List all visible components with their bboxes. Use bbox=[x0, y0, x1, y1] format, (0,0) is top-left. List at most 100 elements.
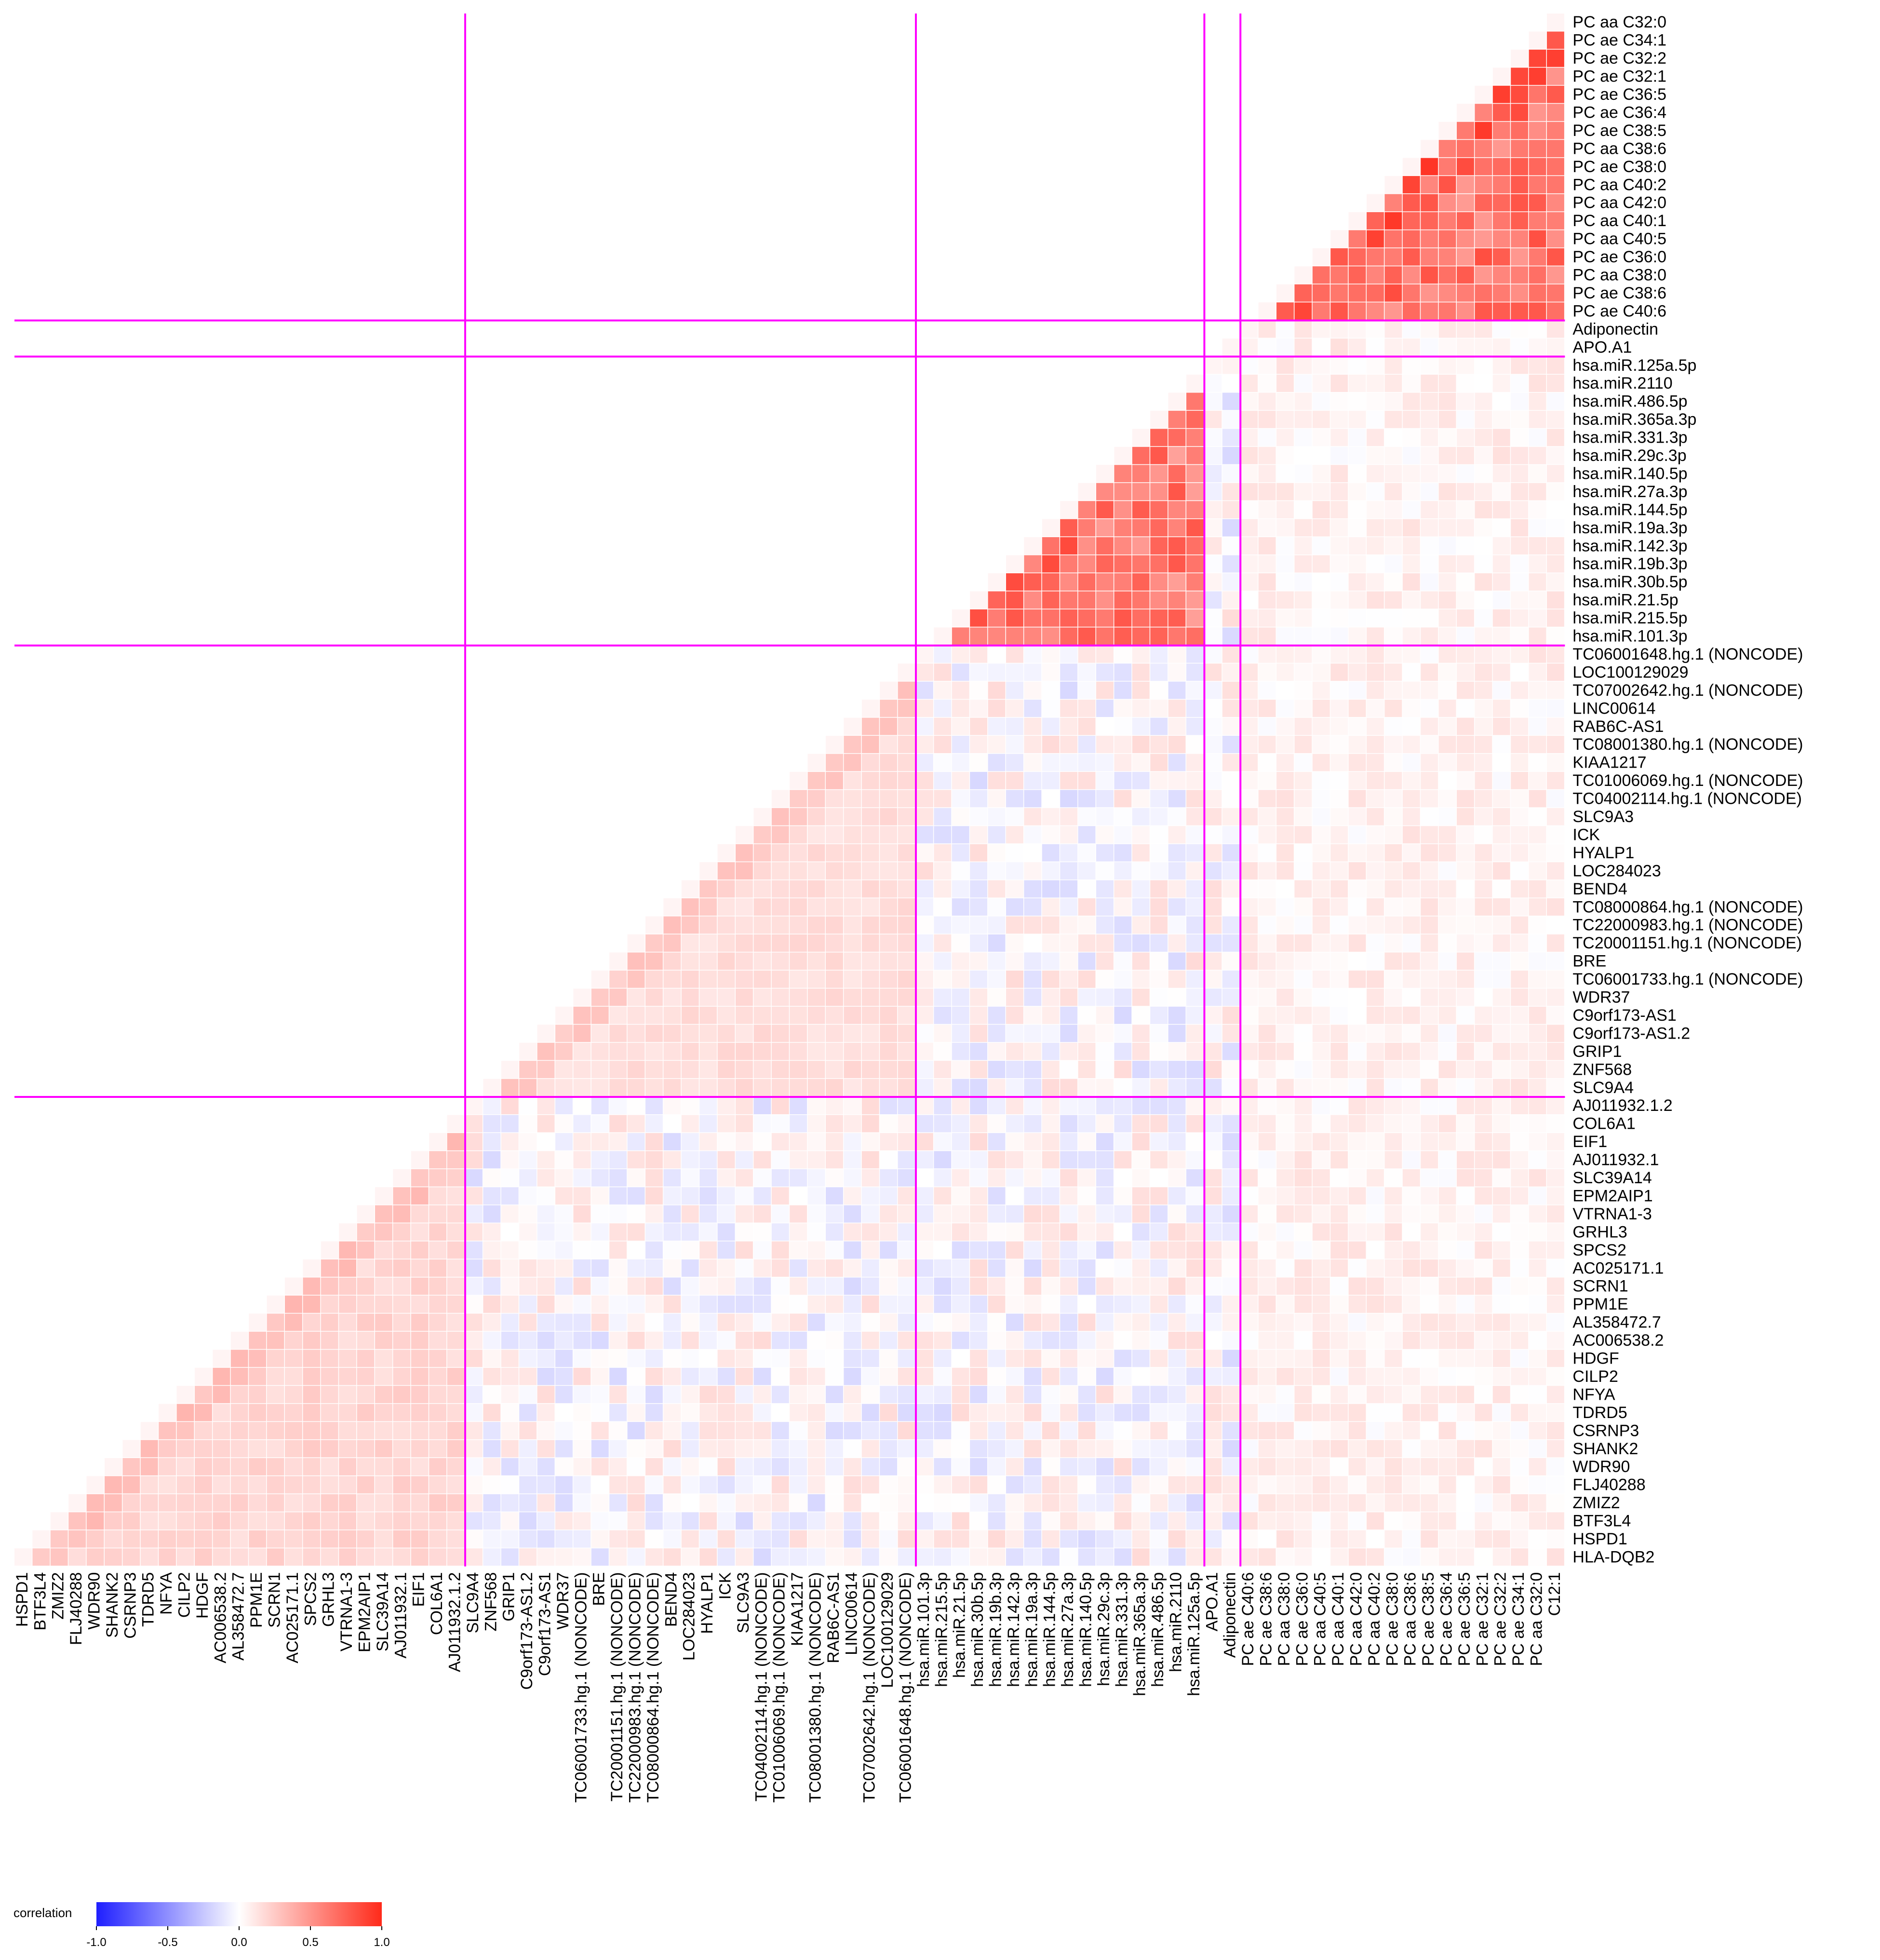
column-label: TC22000983.hg.1 (NONCODE) bbox=[626, 1572, 645, 1803]
heatmap-cell bbox=[1294, 338, 1312, 356]
heatmap-cell bbox=[1150, 1404, 1168, 1421]
heatmap-cell bbox=[1511, 104, 1529, 122]
heatmap-cell bbox=[1222, 1187, 1240, 1205]
heatmap-cell bbox=[1457, 446, 1474, 464]
heatmap-cell bbox=[717, 880, 735, 898]
heatmap-cell bbox=[1384, 880, 1402, 898]
heatmap-cell bbox=[1258, 1223, 1276, 1241]
heatmap-cell bbox=[555, 1277, 573, 1295]
heatmap-cell bbox=[411, 1313, 429, 1331]
heatmap-cell bbox=[916, 1223, 933, 1241]
heatmap-cell bbox=[1402, 1313, 1420, 1331]
heatmap-cell bbox=[1078, 1494, 1096, 1512]
heatmap-cell bbox=[1204, 465, 1222, 483]
heatmap-cell bbox=[1078, 1386, 1096, 1404]
heatmap-cell bbox=[303, 1367, 321, 1385]
heatmap-cell bbox=[681, 1097, 699, 1114]
heatmap-cell bbox=[1438, 1205, 1456, 1223]
heatmap-cell bbox=[898, 717, 915, 735]
heatmap-cell bbox=[1529, 573, 1546, 591]
heatmap-cell bbox=[1150, 537, 1168, 554]
heatmap-cell bbox=[1204, 429, 1222, 446]
heatmap-cell bbox=[1222, 808, 1240, 825]
heatmap-cell bbox=[501, 1295, 519, 1313]
heatmap-cell bbox=[1060, 952, 1078, 970]
heatmap-cell bbox=[122, 1440, 140, 1458]
heatmap-cell bbox=[357, 1530, 375, 1548]
heatmap-cell bbox=[1006, 1313, 1023, 1331]
heatmap-cell bbox=[1150, 681, 1168, 699]
heatmap-cell bbox=[1204, 826, 1222, 844]
heatmap-cell bbox=[699, 1079, 717, 1096]
heatmap-cell bbox=[1276, 392, 1294, 410]
heatmap-cell bbox=[627, 952, 645, 970]
heatmap-cell bbox=[645, 1313, 663, 1331]
heatmap-cell bbox=[807, 1458, 825, 1475]
heatmap-cell bbox=[1114, 898, 1132, 916]
heatmap-cell bbox=[1096, 1404, 1114, 1421]
row-label: hsa.miR.144.5p bbox=[1572, 500, 1687, 519]
heatmap-cell bbox=[1204, 501, 1222, 519]
heatmap-cell bbox=[1294, 537, 1312, 554]
heatmap-cell bbox=[1384, 176, 1402, 193]
heatmap-cell bbox=[1492, 1061, 1510, 1079]
column-label: FLJ40288 bbox=[67, 1572, 85, 1645]
heatmap-cell bbox=[339, 1295, 357, 1313]
heatmap-cell bbox=[627, 1458, 645, 1475]
heatmap-cell bbox=[1078, 1025, 1096, 1042]
heatmap-cell bbox=[1475, 1006, 1492, 1024]
heatmap-cell bbox=[1294, 790, 1312, 808]
row-label: HYALP1 bbox=[1572, 844, 1634, 862]
heatmap-cell bbox=[519, 1042, 537, 1060]
heatmap-cell bbox=[230, 1440, 248, 1458]
heatmap-cell bbox=[1475, 663, 1492, 681]
heatmap-cell bbox=[1042, 1061, 1060, 1079]
heatmap-cell bbox=[627, 1259, 645, 1277]
heatmap-cell bbox=[1529, 898, 1546, 916]
column-label: PC aa C38:0 bbox=[1275, 1572, 1293, 1666]
heatmap-cell bbox=[1168, 1367, 1186, 1385]
heatmap-cell bbox=[1168, 1548, 1186, 1566]
heatmap-cell bbox=[393, 1512, 411, 1530]
heatmap-cell bbox=[429, 1331, 447, 1349]
heatmap-cell bbox=[952, 1042, 969, 1060]
heatmap-cell bbox=[429, 1404, 447, 1421]
heatmap-cell bbox=[1384, 1259, 1402, 1277]
heatmap-cell bbox=[1258, 465, 1276, 483]
heatmap-cell bbox=[1547, 320, 1564, 338]
heatmap-cell bbox=[1042, 790, 1060, 808]
heatmap-cell bbox=[1150, 1097, 1168, 1114]
column-label: PC ae C38:0 bbox=[1383, 1572, 1401, 1666]
heatmap-cell bbox=[1006, 1205, 1023, 1223]
row-label: BRE bbox=[1572, 952, 1606, 971]
heatmap-cell bbox=[1024, 591, 1042, 609]
heatmap-cell bbox=[519, 1404, 537, 1421]
heatmap-cell bbox=[1511, 681, 1529, 699]
heatmap-cell bbox=[1096, 1259, 1114, 1277]
heatmap-cell bbox=[1150, 700, 1168, 717]
heatmap-cell bbox=[1006, 1331, 1023, 1349]
heatmap-cell bbox=[537, 1548, 555, 1566]
heatmap-cell bbox=[861, 826, 879, 844]
heatmap-cell bbox=[1060, 771, 1078, 789]
heatmap-cell bbox=[465, 1512, 483, 1530]
heatmap-cell bbox=[1529, 537, 1546, 554]
heatmap-cell bbox=[1258, 1350, 1276, 1367]
heatmap-cell bbox=[1168, 862, 1186, 880]
heatmap-cell bbox=[1294, 266, 1312, 284]
heatmap-cell bbox=[1457, 1350, 1474, 1367]
heatmap-cell bbox=[303, 1386, 321, 1404]
heatmap-cell bbox=[1438, 338, 1456, 356]
heatmap-cell bbox=[1186, 1313, 1204, 1331]
heatmap-cell bbox=[375, 1205, 392, 1223]
heatmap-cell bbox=[988, 1331, 1006, 1349]
heatmap-cell bbox=[753, 1295, 771, 1313]
row-label: hsa.miR.30b.5p bbox=[1572, 573, 1687, 591]
heatmap-cell bbox=[970, 1187, 988, 1205]
heatmap-cell bbox=[627, 988, 645, 1006]
heatmap-cell bbox=[988, 573, 1006, 591]
heatmap-cell bbox=[1294, 1169, 1312, 1187]
heatmap-cell bbox=[1150, 609, 1168, 627]
heatmap-cell bbox=[1402, 519, 1420, 537]
heatmap-cell bbox=[645, 988, 663, 1006]
